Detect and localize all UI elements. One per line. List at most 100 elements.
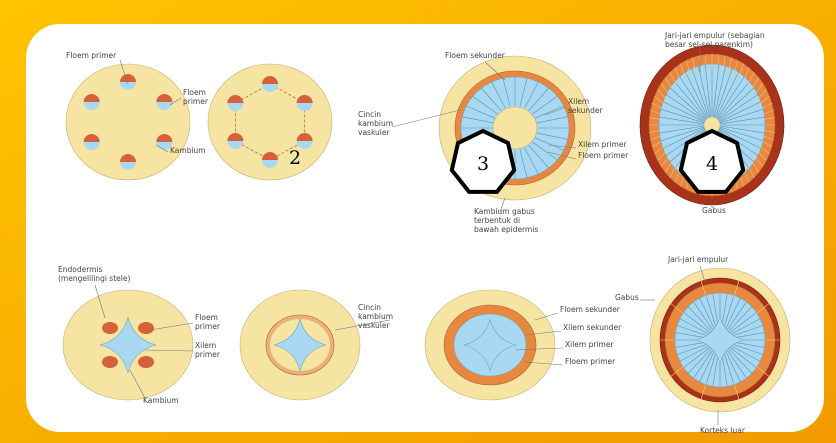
ray xyxy=(751,160,760,173)
xylem xyxy=(296,141,313,149)
ray xyxy=(502,78,511,107)
ray xyxy=(733,271,742,298)
label: Floem xyxy=(183,88,206,97)
ray xyxy=(728,344,761,362)
label: Floem sekunder xyxy=(560,305,621,314)
ray xyxy=(764,130,775,133)
ray xyxy=(760,95,770,104)
ray xyxy=(528,87,549,111)
ray xyxy=(763,109,774,115)
tissue xyxy=(492,106,538,150)
phloem xyxy=(156,134,173,142)
ray xyxy=(725,301,747,333)
label: Gabus xyxy=(615,293,639,302)
label: Korteks luar xyxy=(700,426,746,435)
label: Floem sekunder xyxy=(445,51,506,60)
ray xyxy=(663,366,684,383)
ray xyxy=(715,72,739,119)
ray xyxy=(524,147,539,175)
label: sekunder xyxy=(568,106,604,115)
xylem-star xyxy=(273,318,327,372)
label: primer xyxy=(195,350,221,359)
label: Xilem xyxy=(568,97,589,106)
ray xyxy=(699,348,716,383)
ray xyxy=(756,366,777,383)
ray xyxy=(733,60,738,77)
phloem xyxy=(296,95,313,103)
ray xyxy=(679,344,712,362)
xylem xyxy=(156,102,173,110)
label: primer xyxy=(195,322,221,331)
ray xyxy=(657,151,667,161)
phloem xyxy=(83,134,100,142)
artwork xyxy=(62,44,791,413)
ray xyxy=(726,306,753,334)
ray xyxy=(764,117,775,120)
ray xyxy=(663,297,684,314)
ray xyxy=(669,87,706,121)
ray xyxy=(679,318,712,336)
phloem xyxy=(83,94,100,102)
ray xyxy=(719,125,765,134)
label: Kambium xyxy=(143,396,179,405)
ray xyxy=(686,60,691,77)
ray xyxy=(660,126,705,142)
phloem xyxy=(120,74,136,82)
xylem-star xyxy=(463,318,517,372)
ray xyxy=(719,116,765,125)
ray xyxy=(751,77,760,90)
badge-number: 4 xyxy=(706,153,718,175)
ray xyxy=(679,76,708,119)
ray xyxy=(693,347,715,379)
ray xyxy=(760,146,770,155)
ray xyxy=(534,105,564,119)
label: Xilem sekunder xyxy=(563,323,622,332)
tissue xyxy=(207,63,333,181)
ray xyxy=(725,347,747,379)
ray xyxy=(698,382,707,409)
ray xyxy=(705,295,718,331)
xylem xyxy=(83,142,100,150)
ray xyxy=(654,146,664,155)
label: Gabus xyxy=(702,206,726,215)
ray xyxy=(713,66,727,118)
ray xyxy=(532,95,558,115)
ray xyxy=(697,66,711,118)
ray xyxy=(722,55,726,74)
ray xyxy=(727,312,757,335)
phloem xyxy=(227,95,244,103)
ray xyxy=(660,155,670,167)
ray xyxy=(536,116,568,124)
ray xyxy=(462,116,494,124)
ray xyxy=(726,346,753,374)
ray xyxy=(722,295,735,331)
ray xyxy=(664,160,673,173)
ray xyxy=(719,108,764,124)
label: Kambium gabus xyxy=(474,207,535,216)
ray xyxy=(724,297,741,332)
label: primer xyxy=(183,97,209,106)
ray xyxy=(698,271,707,298)
ray xyxy=(657,89,667,99)
label: Kambium xyxy=(170,146,206,155)
ray xyxy=(649,117,660,120)
ray xyxy=(491,81,506,109)
ray xyxy=(687,346,714,374)
ray xyxy=(738,63,744,80)
ray xyxy=(683,312,713,335)
ray xyxy=(691,68,710,118)
ray xyxy=(719,101,762,123)
xylem xyxy=(296,103,313,111)
ray xyxy=(677,342,711,355)
ray xyxy=(687,306,714,334)
label: Cincin xyxy=(358,110,381,119)
ray xyxy=(536,132,568,140)
ray xyxy=(722,349,735,385)
ray xyxy=(534,137,564,151)
xylem xyxy=(120,162,136,170)
label: Xilem primer xyxy=(578,140,627,149)
ray xyxy=(519,149,528,178)
label: Xilem primer xyxy=(565,340,614,349)
ray xyxy=(662,127,705,149)
